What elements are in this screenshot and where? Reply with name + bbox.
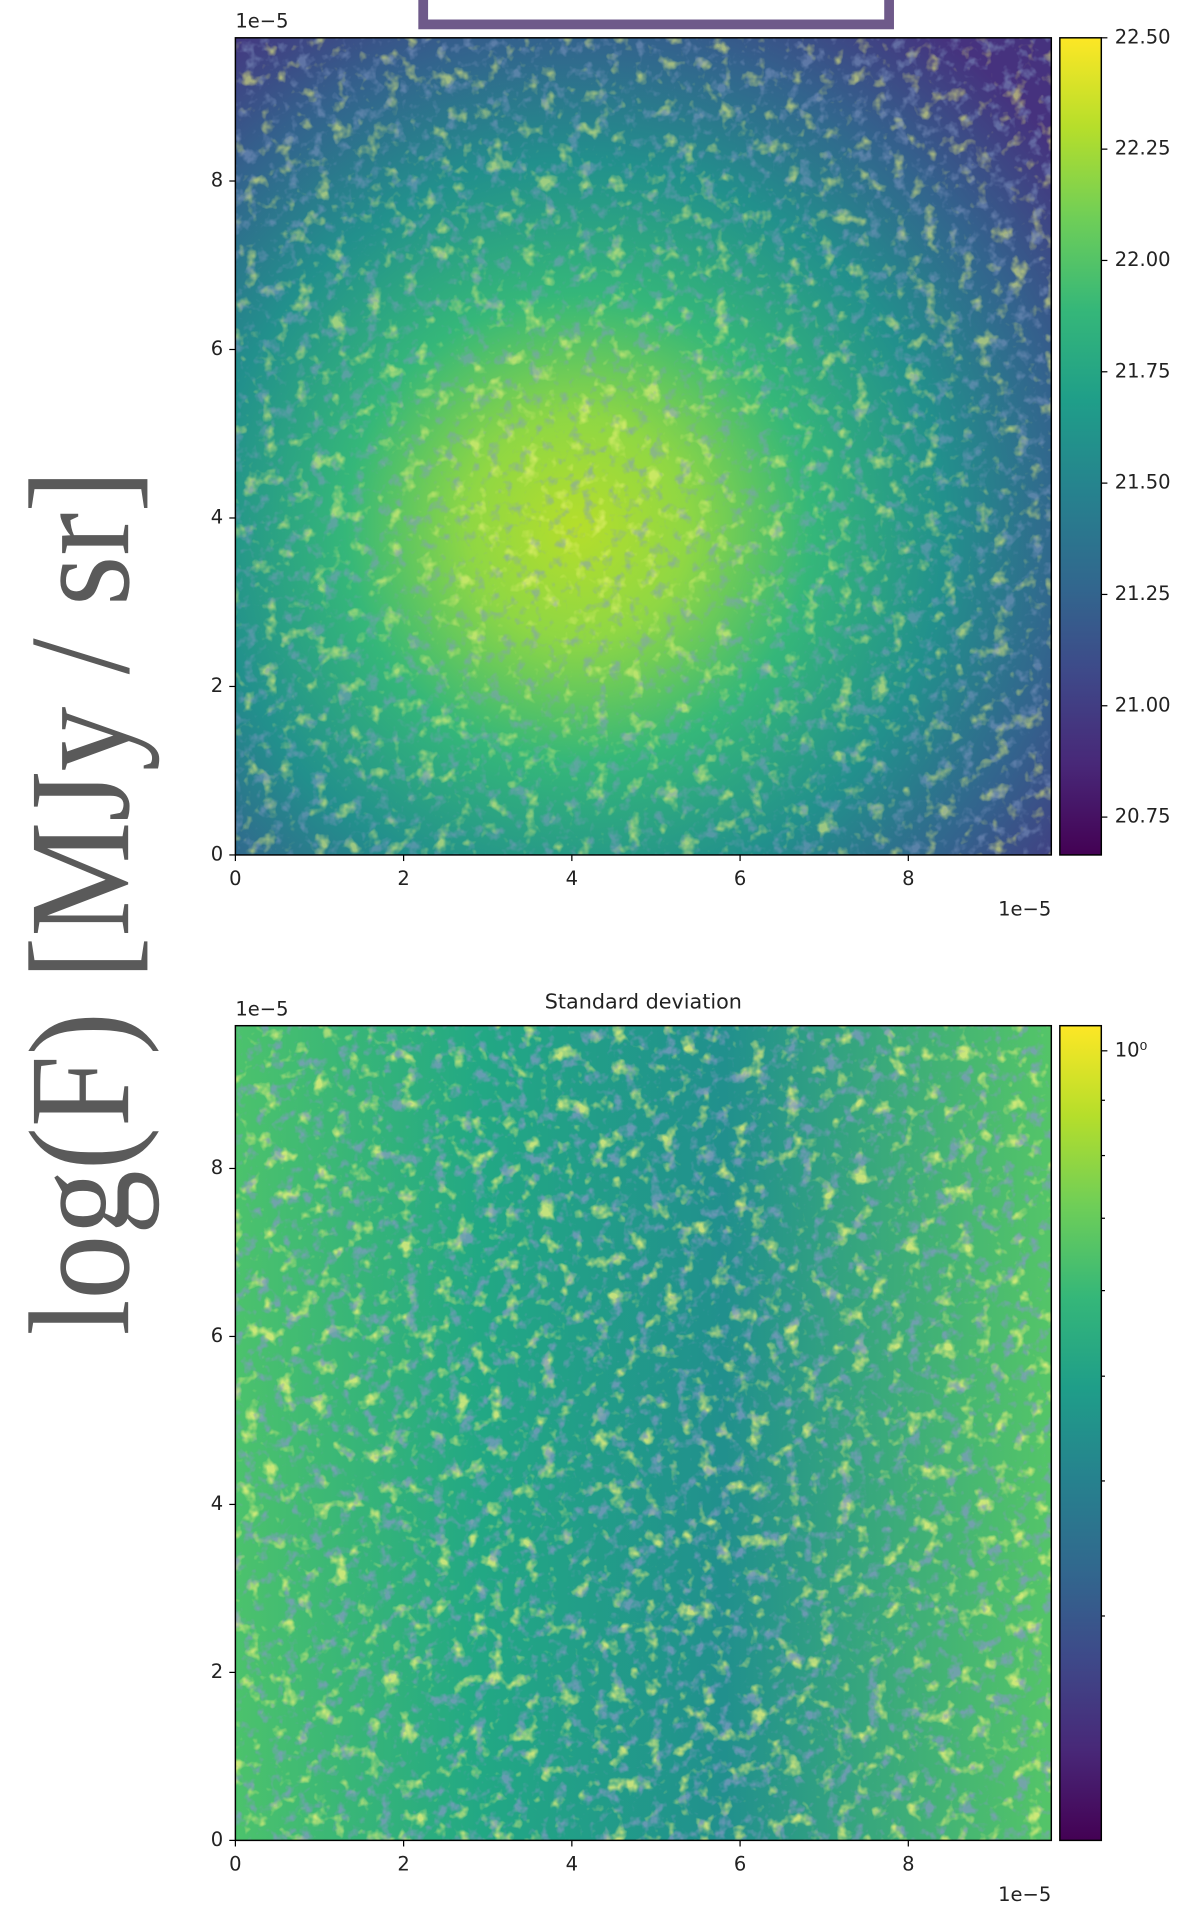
x-offset-label: 1e−5 — [998, 897, 1051, 920]
y-offset-label: 1e−5 — [235, 997, 288, 1020]
x-tick-label: 8 — [902, 1852, 914, 1875]
x-tick-label: 8 — [902, 867, 914, 890]
colorbar-tick-label: 21.25 — [1115, 582, 1171, 605]
colorbar-tick-label: 22.50 — [1115, 25, 1171, 48]
heatmap-texture — [235, 1025, 1052, 1841]
colorbar-tick-label: 10⁰ — [1115, 1038, 1148, 1061]
y-tick-label: 0 — [211, 842, 223, 865]
colorbar-tick-label: 22.00 — [1115, 248, 1171, 271]
y-tick-label: 8 — [211, 1156, 223, 1179]
figure-label: log(F) [MJy / sr] — [1, 470, 160, 1336]
y-tick-label: 6 — [211, 1324, 223, 1347]
y-tick-label: 2 — [211, 1660, 223, 1683]
chart-title: Standard deviation — [545, 990, 742, 1014]
heatmap-texture — [235, 37, 1052, 855]
y-tick-label: 8 — [211, 169, 223, 192]
axes-frame — [234, 37, 1053, 856]
x-tick-label: 0 — [229, 867, 241, 890]
x-tick-label: 2 — [397, 1852, 409, 1875]
top-frame — [418, 0, 894, 30]
colorbar-tick-label: 21.50 — [1115, 471, 1171, 494]
colorbar-tick-label: 21.75 — [1115, 359, 1171, 382]
x-tick-label: 4 — [566, 1852, 578, 1875]
x-tick-label: 6 — [734, 1852, 746, 1875]
colorbar — [1059, 37, 1103, 856]
axes-frame — [234, 1024, 1053, 1842]
y-tick-label: 4 — [211, 1492, 223, 1515]
x-offset-label: 1e−5 — [998, 1883, 1051, 1906]
y-tick-label: 0 — [211, 1828, 223, 1851]
y-offset-label: 1e−5 — [235, 9, 288, 32]
y-tick-label: 6 — [211, 337, 223, 360]
x-tick-label: 4 — [566, 867, 578, 890]
colorbar-tick-label: 21.00 — [1115, 693, 1171, 716]
x-tick-label: 0 — [229, 1852, 241, 1875]
colorbar — [1059, 1024, 1103, 1842]
x-tick-label: 6 — [734, 867, 746, 890]
y-tick-label: 4 — [211, 505, 223, 528]
colorbar-tick-label: 22.25 — [1115, 137, 1171, 160]
y-tick-label: 2 — [211, 674, 223, 697]
colorbar-tick-label: 20.75 — [1115, 805, 1171, 828]
x-tick-label: 2 — [397, 867, 409, 890]
